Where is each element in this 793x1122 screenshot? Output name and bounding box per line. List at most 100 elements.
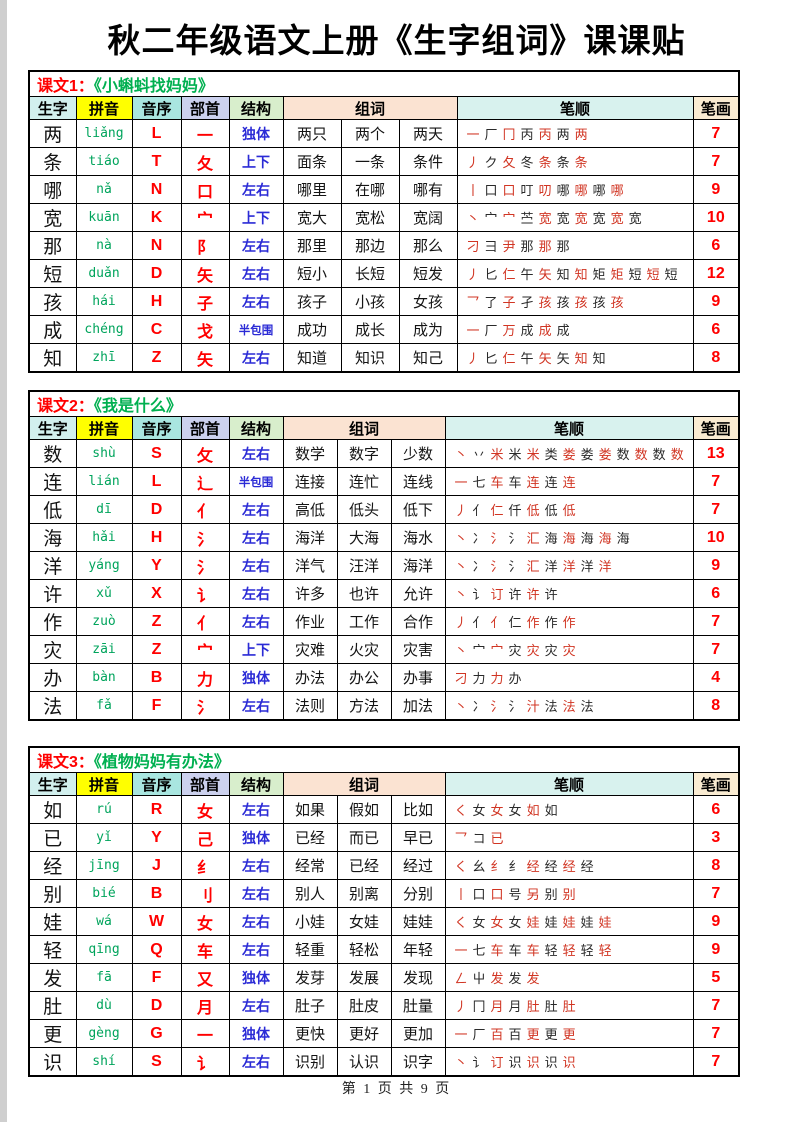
word-cell: 海洋 (390, 551, 446, 580)
stroke-glyph: 宀 (502, 211, 516, 226)
stroke-glyph: 仁 (502, 351, 516, 366)
stroke-glyph: 百 (490, 1027, 504, 1042)
stroke-glyph: 车 (508, 943, 522, 958)
initial-cell: H (131, 287, 182, 316)
stroke-glyph: 轻 (580, 943, 594, 958)
stroke-glyph: 一 (454, 475, 468, 490)
initial-cell: N (131, 231, 182, 260)
stroke-glyph: 孩 (592, 295, 606, 310)
stroke-count-cell: 6 (692, 579, 740, 608)
stroke-glyph: 哪 (556, 183, 570, 198)
char-cell: 连 (28, 467, 77, 496)
char-row: 哪 nǎ N 口左右 哪里 在哪 哪有丨口口叮叨哪哪哪哪 9 (28, 175, 740, 204)
stroke-glyph: 口 (484, 183, 498, 198)
stroke-glyph: 识 (562, 1055, 576, 1070)
stroke-glyph: 氵 (508, 699, 522, 714)
pinyin-cell: tiáo (75, 147, 133, 176)
stroke-glyph: 肚 (544, 999, 558, 1014)
pinyin-cell: liǎng (75, 119, 133, 148)
stroke-glyph: 子 (502, 295, 516, 310)
word-cell: 洋气 (282, 551, 338, 580)
char-row: 洋 yáng Y 氵左右 洋气 汪洋 海洋丶冫氵氵汇洋洋洋洋 9 (28, 551, 740, 580)
stroke-glyph: 女 (508, 915, 522, 930)
word-cell: 也许 (336, 579, 392, 608)
word-cell: 分别 (390, 879, 446, 908)
radical-cell: 攵 (180, 439, 230, 468)
stroke-glyph: 亻 (472, 503, 486, 518)
stroke-glyph: 厂 (484, 127, 498, 142)
char-cell: 成 (28, 315, 77, 344)
stroke-count-cell: 7 (692, 147, 740, 176)
radical-cell: 阝 (180, 231, 230, 260)
stroke-glyph: 丶 (466, 211, 480, 226)
stroke-glyph: 月 (490, 999, 504, 1014)
stroke-glyph: 哪 (592, 183, 606, 198)
stroke-glyph: 号 (508, 887, 522, 902)
radical-cell: 宀 (180, 203, 230, 232)
stroke-glyph: 成 (538, 323, 552, 338)
structure-cell: 左右 (228, 851, 284, 880)
structure-cell: 左右 (228, 343, 284, 373)
word-cell: 合作 (390, 607, 446, 636)
initial-cell: C (131, 315, 182, 344)
word-cell: 海洋 (282, 523, 338, 552)
stroke-order-cell: 丿冂月月肚肚肚 (444, 991, 694, 1020)
stroke-glyph: 尹 (502, 239, 516, 254)
word-cell: 肚量 (390, 991, 446, 1020)
word-cell: 肚皮 (336, 991, 392, 1020)
structure-cell: 独体 (228, 663, 284, 692)
structure-cell: 左右 (228, 935, 284, 964)
stroke-glyph: 女 (508, 803, 522, 818)
stroke-glyph: 丿 (454, 999, 468, 1014)
stroke-glyph: 孩 (574, 295, 588, 310)
stroke-order-cell: 丶冫氵氵汇洋洋洋洋 (444, 551, 694, 580)
word-cell: 办事 (390, 663, 446, 692)
stroke-glyph: 叮 (520, 183, 534, 198)
stroke-count-cell: 9 (692, 175, 740, 204)
stroke-glyph: 米 (526, 447, 540, 462)
stroke-glyph: 叨 (538, 183, 552, 198)
structure-cell: 左右 (228, 259, 284, 288)
radical-cell: 子 (180, 287, 230, 316)
stroke-glyph: 幺 (472, 859, 486, 874)
stroke-glyph: 夂 (502, 155, 516, 170)
stroke-order-cell: 一厂冂丙丙两两 (456, 119, 694, 148)
initial-cell: Z (131, 635, 182, 664)
initial-cell: D (131, 259, 182, 288)
stroke-glyph: 氵 (490, 531, 504, 546)
char-cell: 许 (28, 579, 77, 608)
word-cell: 更快 (282, 1019, 338, 1048)
stroke-glyph: 知 (574, 351, 588, 366)
pinyin-cell: yáng (75, 551, 133, 580)
stroke-count-cell: 4 (692, 663, 740, 692)
initial-cell: Y (131, 551, 182, 580)
stroke-order-cell: 丶冫氵氵汇海海海海海 (444, 523, 694, 552)
stroke-glyph: 海 (544, 531, 558, 546)
stroke-glyph: 连 (526, 475, 540, 490)
stroke-glyph: 短 (628, 267, 642, 282)
stroke-glyph: 洋 (562, 559, 576, 574)
char-row: 海 hǎi H 氵左右 海洋 大海 海水丶冫氵氵汇海海海海海 10 (28, 523, 740, 552)
structure-cell: 上下 (228, 635, 284, 664)
stroke-glyph: 轻 (544, 943, 558, 958)
stroke-glyph: 力 (490, 671, 504, 686)
stroke-glyph: 娃 (526, 915, 540, 930)
word-cell: 条件 (398, 147, 458, 176)
stroke-count-cell: 7 (692, 119, 740, 148)
stroke-glyph: 米 (490, 447, 504, 462)
radical-cell: 亻 (180, 607, 230, 636)
radical-cell: 辶 (180, 467, 230, 496)
stroke-glyph: 仁 (508, 615, 522, 630)
stroke-glyph: 丙 (520, 127, 534, 142)
word-cell: 哪有 (398, 175, 458, 204)
char-cell: 别 (28, 879, 77, 908)
stroke-order-cell: 一厂万成成成 (456, 315, 694, 344)
stroke-glyph: 丿 (466, 267, 480, 282)
stroke-glyph: 宀 (490, 643, 504, 658)
stroke-glyph: 娃 (562, 915, 576, 930)
radical-cell: 又 (180, 963, 230, 992)
char-cell: 发 (28, 963, 77, 992)
word-cell: 数字 (336, 439, 392, 468)
column-header-initial: 音序 (131, 416, 182, 440)
word-cell: 哪里 (282, 175, 342, 204)
